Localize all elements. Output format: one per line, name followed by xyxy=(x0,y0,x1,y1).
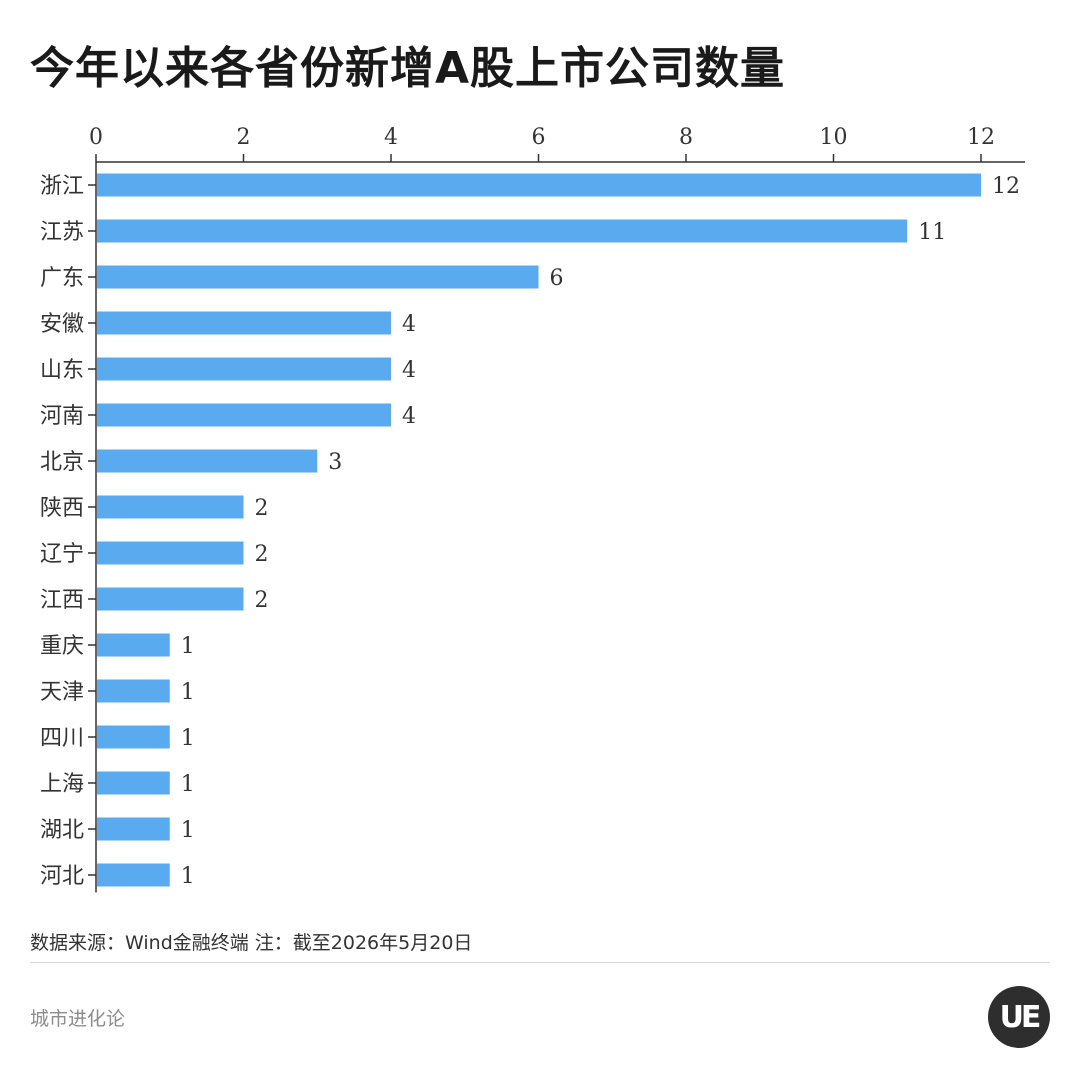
bar xyxy=(97,771,170,795)
bar xyxy=(97,679,170,703)
category-label: 辽宁 xyxy=(40,542,84,567)
data-label: 1 xyxy=(181,634,195,659)
category-label: 上海 xyxy=(40,772,84,797)
data-label: 6 xyxy=(550,266,564,291)
bar xyxy=(97,817,170,841)
bar xyxy=(97,725,170,749)
category-label: 陕西 xyxy=(40,496,84,521)
bar xyxy=(97,219,908,243)
data-label: 1 xyxy=(181,864,195,889)
category-label: 湖北 xyxy=(40,818,84,843)
category-label: 四川 xyxy=(40,726,84,751)
data-label: 1 xyxy=(181,680,195,705)
category-label: 江苏 xyxy=(40,220,84,245)
x-tick-label: 4 xyxy=(384,125,398,150)
category-label: 北京 xyxy=(40,450,84,475)
chart-title: 今年以来各省份新增A股上市公司数量 xyxy=(30,43,786,94)
category-label: 江西 xyxy=(40,588,84,613)
category-label: 山东 xyxy=(40,358,84,383)
data-label: 2 xyxy=(255,496,269,521)
data-label: 3 xyxy=(328,450,342,475)
bar xyxy=(97,265,539,289)
x-tick-label: 0 xyxy=(89,125,103,150)
category-label: 天津 xyxy=(40,680,84,705)
data-label: 1 xyxy=(181,726,195,751)
data-label: 12 xyxy=(992,174,1020,199)
data-label: 4 xyxy=(402,312,416,337)
x-tick-label: 6 xyxy=(532,125,546,150)
bar xyxy=(97,357,391,381)
bar xyxy=(97,863,170,887)
data-label: 1 xyxy=(181,818,195,843)
data-label: 2 xyxy=(255,588,269,613)
bar xyxy=(97,449,318,473)
category-label: 浙江 xyxy=(40,174,84,199)
bar xyxy=(97,633,170,657)
category-label: 广东 xyxy=(40,266,84,291)
x-tick-label: 2 xyxy=(237,125,251,150)
bar xyxy=(97,587,244,611)
footer-divider xyxy=(30,962,1050,963)
category-label: 河北 xyxy=(40,864,84,889)
bar xyxy=(97,403,391,427)
x-tick-label: 8 xyxy=(679,125,693,150)
x-tick-label: 10 xyxy=(820,125,848,150)
data-label: 2 xyxy=(255,542,269,567)
category-label: 安徽 xyxy=(40,312,84,337)
brand-logo: UE xyxy=(988,986,1050,1048)
brand-name: 城市进化论 xyxy=(30,1008,126,1030)
category-label: 河南 xyxy=(40,404,84,429)
x-tick-label: 12 xyxy=(967,125,995,150)
data-label: 1 xyxy=(181,772,195,797)
bar xyxy=(97,495,244,519)
category-label: 重庆 xyxy=(40,634,84,659)
bar xyxy=(97,173,981,197)
data-label: 11 xyxy=(918,220,946,245)
data-label: 4 xyxy=(402,358,416,383)
data-label: 4 xyxy=(402,404,416,429)
data-source-note: 数据来源：Wind金融终端 注：截至2026年5月20日 xyxy=(30,932,473,954)
bar xyxy=(97,311,391,335)
bar xyxy=(97,541,244,565)
